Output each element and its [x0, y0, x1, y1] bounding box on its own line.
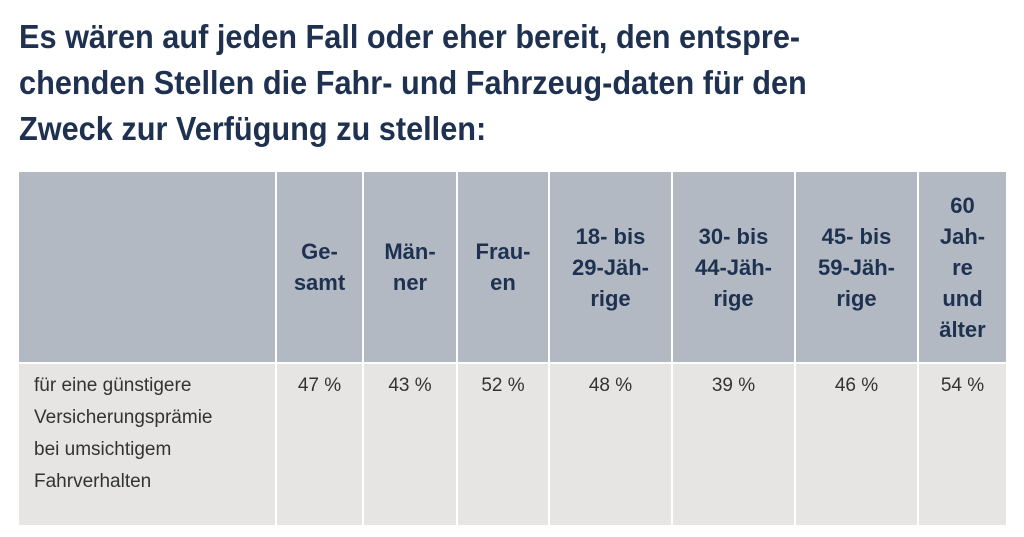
header-line: 59-Jäh-	[817, 254, 896, 280]
cell-gesamt: 47 %	[276, 363, 364, 525]
table-row: für eine günstigere Versicherungsprämie …	[19, 363, 1006, 525]
header-line: ner	[392, 270, 428, 295]
header-line: Jah-	[939, 223, 986, 249]
row-label-line: Fahrverhalten	[34, 471, 152, 492]
title-line: chenden Stellen die Fahr- und Fahrzeug-d…	[19, 64, 807, 101]
row-label-line: Versicherungsprämie	[34, 407, 213, 428]
header-line: 60	[950, 192, 975, 218]
survey-table: Ge- samt Män- ner Frau- en 18- bis 29-Jä…	[19, 172, 1006, 525]
row-label: für eine günstigere Versicherungsprämie …	[19, 363, 277, 525]
header-line: Män-	[384, 239, 436, 264]
column-header-age-45-59: 45- bis 59-Jäh- rige	[795, 172, 919, 364]
header-line: 29-Jäh-	[571, 254, 650, 280]
header-line: 45- bis	[821, 223, 892, 249]
title-line: Es wären auf jeden Fall oder eher bereit…	[19, 18, 801, 55]
cell-age-30-44: 39 %	[672, 363, 796, 525]
header-line: rige	[836, 285, 877, 311]
column-header-maenner: Män- ner	[363, 172, 458, 364]
cell-age-18-29: 48 %	[549, 363, 673, 525]
column-header-age-18-29: 18- bis 29-Jäh- rige	[549, 172, 673, 364]
header-line: en	[490, 270, 516, 295]
title-line: Zweck zur Verfügung zu stellen:	[19, 110, 487, 147]
header-line: 44-Jäh-	[694, 254, 773, 280]
header-line: re	[952, 254, 973, 280]
header-line: älter	[939, 316, 986, 342]
row-label-line: für eine günstigere	[34, 375, 192, 396]
column-header-age-60-plus: 60 Jah- re und älter	[918, 172, 1006, 364]
column-header-frauen: Frau- en	[457, 172, 550, 364]
header-row: Ge- samt Män- ner Frau- en 18- bis 29-Jä…	[19, 172, 1006, 364]
header-line: Frau-	[475, 239, 531, 264]
header-line: samt	[293, 270, 346, 295]
page-title: Es wären auf jeden Fall oder eher bereit…	[19, 14, 940, 152]
header-line: 30- bis	[698, 223, 769, 249]
cell-maenner: 43 %	[363, 363, 458, 525]
column-header-gesamt: Ge- samt	[276, 172, 364, 364]
column-header-age-30-44: 30- bis 44-Jäh- rige	[672, 172, 796, 364]
cell-age-45-59: 46 %	[795, 363, 919, 525]
row-label-line: bei umsichtigem	[34, 439, 172, 460]
header-line: rige	[713, 285, 754, 311]
cell-age-60-plus: 54 %	[918, 363, 1006, 525]
header-empty-cell	[19, 172, 277, 364]
cell-frauen: 52 %	[457, 363, 550, 525]
header-line: 18- bis	[575, 223, 646, 249]
header-line: und	[942, 285, 983, 311]
header-line: rige	[590, 285, 631, 311]
header-line: Ge-	[301, 239, 338, 264]
